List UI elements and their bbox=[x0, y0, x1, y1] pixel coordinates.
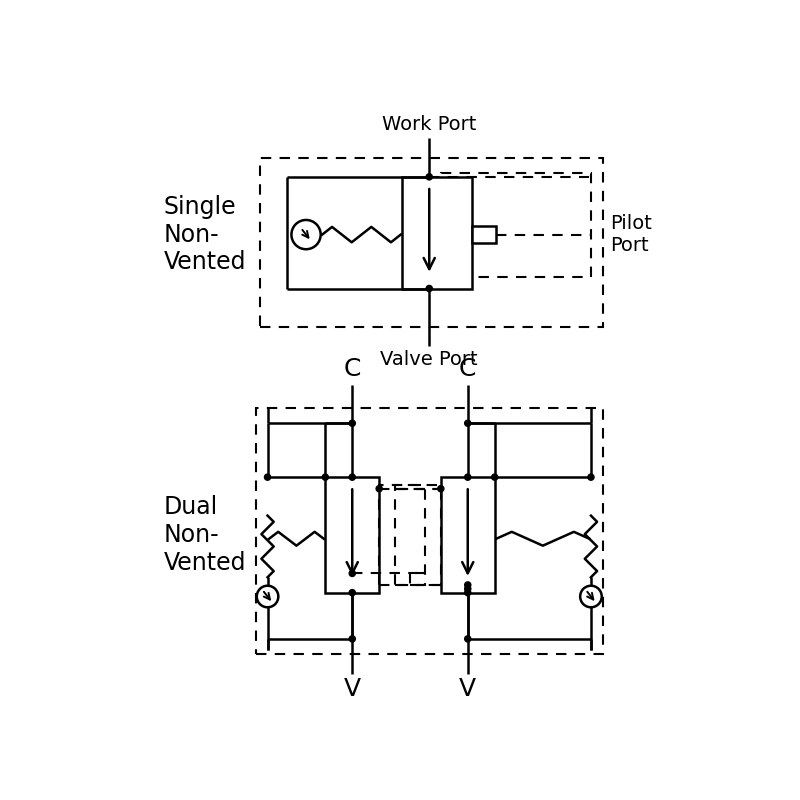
Circle shape bbox=[349, 636, 355, 642]
Text: Pilot
Port: Pilot Port bbox=[610, 214, 652, 255]
Circle shape bbox=[322, 474, 328, 480]
Bar bbox=[394, 485, 441, 585]
Circle shape bbox=[465, 586, 471, 592]
Text: C: C bbox=[343, 357, 361, 381]
Text: V: V bbox=[344, 678, 361, 702]
Circle shape bbox=[492, 474, 498, 480]
Text: C: C bbox=[459, 357, 477, 381]
Bar bbox=[379, 485, 426, 585]
Circle shape bbox=[465, 474, 471, 480]
Bar bbox=[256, 408, 602, 654]
Circle shape bbox=[291, 220, 321, 250]
Circle shape bbox=[580, 586, 602, 607]
Circle shape bbox=[465, 420, 471, 426]
Circle shape bbox=[265, 474, 270, 480]
Circle shape bbox=[438, 486, 444, 492]
Text: Work Port: Work Port bbox=[382, 115, 477, 134]
Circle shape bbox=[349, 590, 355, 596]
Circle shape bbox=[465, 582, 471, 588]
Circle shape bbox=[349, 570, 355, 577]
Circle shape bbox=[588, 474, 594, 480]
Text: Single
Non-
Vented: Single Non- Vented bbox=[163, 195, 246, 274]
Circle shape bbox=[257, 586, 278, 607]
Text: V: V bbox=[459, 678, 476, 702]
Text: Valve Port: Valve Port bbox=[381, 350, 478, 369]
Circle shape bbox=[349, 420, 355, 426]
Circle shape bbox=[465, 590, 471, 596]
Circle shape bbox=[376, 486, 382, 492]
Bar bbox=[472, 226, 496, 243]
Circle shape bbox=[349, 474, 355, 480]
Bar bbox=[441, 173, 591, 277]
Circle shape bbox=[426, 286, 432, 291]
Bar bbox=[441, 477, 494, 593]
Text: Dual
Non-
Vented: Dual Non- Vented bbox=[163, 495, 246, 574]
Bar bbox=[326, 477, 379, 593]
Bar bbox=[260, 158, 602, 327]
Bar bbox=[402, 177, 472, 289]
Circle shape bbox=[426, 174, 432, 180]
Circle shape bbox=[465, 636, 471, 642]
